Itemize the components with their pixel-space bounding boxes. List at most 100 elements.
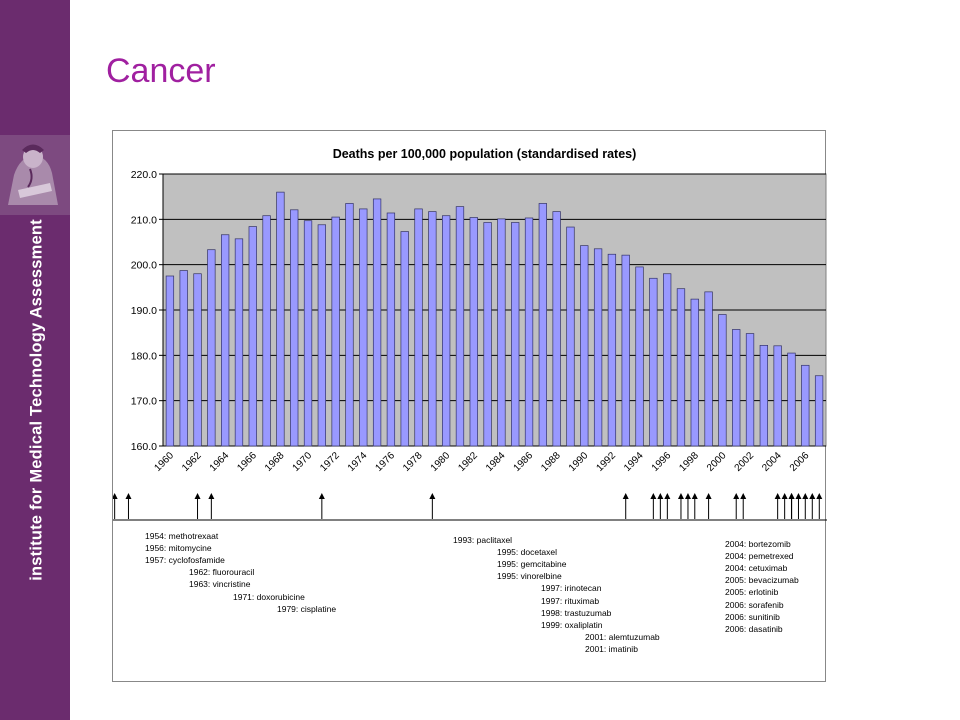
- arrow-head: [705, 493, 712, 499]
- drug-arrow-sunitinib: [809, 493, 816, 519]
- bar-1999: [704, 291, 713, 447]
- drug-arrow-vinorelbine: [664, 493, 671, 519]
- drug-label-rituximab: 1997: rituximab: [541, 595, 600, 606]
- x-tick-label: 1980: [429, 450, 453, 474]
- bar-2007: [814, 375, 824, 447]
- x-tick-label: 1966: [235, 450, 259, 474]
- bar-1985: [511, 222, 520, 447]
- x-tick-label: 1974: [346, 450, 370, 474]
- bar-1976: [386, 212, 396, 447]
- bar-1973: [345, 203, 354, 447]
- bar-1978: [414, 208, 423, 447]
- bar-1988: [552, 211, 561, 447]
- drug-label-trastuzumab: 1998: trastuzumab: [541, 607, 612, 618]
- drug-label-dasatinib: 2006: dasatinib: [725, 623, 783, 634]
- x-tick-label: 1986: [512, 450, 536, 474]
- bar-1968: [276, 191, 285, 447]
- drug-arrow-oxaliplatin: [705, 493, 712, 519]
- arrow-head: [208, 493, 215, 499]
- x-tick-label: 1976: [374, 450, 398, 474]
- bar-2004: [773, 345, 782, 447]
- bar-1966: [248, 226, 257, 447]
- arrow-head: [788, 493, 795, 499]
- drug-arrow-fluorouracil: [194, 493, 201, 519]
- x-tick-label: 1978: [401, 450, 425, 474]
- institute-logo: [0, 135, 70, 215]
- x-tick-label: 1964: [208, 450, 232, 474]
- bar-1986: [524, 217, 534, 447]
- drug-arrow-gemcitabine: [657, 493, 664, 519]
- drug-arrow-doxorubicine: [318, 493, 325, 519]
- bar-1964: [221, 234, 230, 447]
- arrow-head: [774, 493, 781, 499]
- arrow-head: [733, 493, 740, 499]
- bar-1963: [207, 249, 216, 447]
- bar-1979: [428, 211, 437, 447]
- arrow-head: [194, 493, 201, 499]
- x-tick-label: 1960: [153, 450, 177, 474]
- bar-1989: [566, 226, 575, 447]
- bar-2002: [745, 333, 755, 447]
- x-tick-label: 1984: [484, 450, 508, 474]
- bar-2000: [718, 314, 727, 447]
- arrow-head: [650, 493, 657, 499]
- bar-1994: [635, 266, 644, 447]
- drug-label-mitomycine: 1956: mitomycine: [145, 543, 212, 554]
- bar-1974: [359, 208, 368, 447]
- arrow-head: [113, 493, 118, 499]
- x-tick-label: 1968: [263, 450, 287, 474]
- drug-arrow-bortezomib: [774, 493, 781, 519]
- drug-label-cyclofosfamide: 1957: cyclofosfamide: [145, 555, 225, 566]
- bar-1981: [455, 206, 465, 447]
- drug-arrow-rituximab: [684, 493, 691, 519]
- drug-label-imatinib: 2001: imatinib: [585, 643, 638, 654]
- drug-arrow-trastuzumab: [691, 493, 698, 519]
- arrow-head: [429, 493, 436, 499]
- arrow-head: [684, 493, 691, 499]
- arrow-head: [691, 493, 698, 499]
- drug-label-gemcitabine: 1995: gemcitabine: [497, 559, 567, 570]
- bar-1990: [580, 245, 589, 447]
- y-tick-label: 170.0: [131, 396, 157, 408]
- x-tick-label: 2000: [705, 450, 729, 474]
- x-tick-label: 1994: [622, 450, 646, 474]
- bar-1993: [621, 254, 630, 447]
- bar-1965: [234, 238, 244, 447]
- arrow-head: [664, 493, 671, 499]
- drug-label-pemetrexed: 2004: pemetrexed: [725, 551, 794, 562]
- sidebar-institute-name: institute for Medical Technology Assessm…: [27, 219, 46, 581]
- bar-1998: [690, 298, 699, 447]
- bar-1984: [497, 218, 506, 447]
- arrow-head: [816, 493, 823, 499]
- drug-label-fluorouracil: 1962: fluorouracil: [189, 567, 255, 578]
- x-tick-label: 1998: [677, 450, 701, 474]
- drug-arrow-vincristine: [208, 493, 215, 519]
- bar-1997: [676, 288, 686, 447]
- drug-arrow-sorafenib: [802, 493, 809, 519]
- sidebar: institute for Medical Technology Assessm…: [0, 0, 70, 720]
- bar-1991: [593, 248, 603, 447]
- bar-1995: [649, 277, 658, 447]
- bar-1977: [400, 231, 409, 447]
- bar-1972: [331, 216, 340, 447]
- drug-label-vincristine: 1963: vincristine: [189, 579, 251, 590]
- drug-arrow-cyclofosfamide: [125, 493, 132, 519]
- drug-label-erlotinib: 2005: erlotinib: [725, 587, 779, 598]
- bar-2001: [732, 329, 741, 447]
- drug-arrow-pemetrexed: [781, 493, 788, 519]
- drug-arrow-imatinib: [740, 493, 747, 519]
- drug-arrow-bevacizumab: [788, 493, 795, 519]
- y-tick-label: 220.0: [131, 169, 157, 181]
- bar-1992: [607, 253, 617, 447]
- x-tick-label: 1992: [595, 450, 619, 474]
- y-tick-label: 190.0: [131, 305, 157, 317]
- drug-arrow-cisplatine: [429, 493, 436, 519]
- y-tick-label: 180.0: [131, 350, 157, 362]
- bar-1960: [165, 275, 175, 447]
- slide-title: Cancer: [106, 52, 216, 90]
- x-tick-label: 1990: [567, 450, 591, 474]
- x-tick-label: 1962: [180, 450, 204, 474]
- bar-2006: [801, 364, 810, 447]
- bar-1982: [469, 217, 478, 447]
- x-tick-label: 1982: [456, 450, 480, 474]
